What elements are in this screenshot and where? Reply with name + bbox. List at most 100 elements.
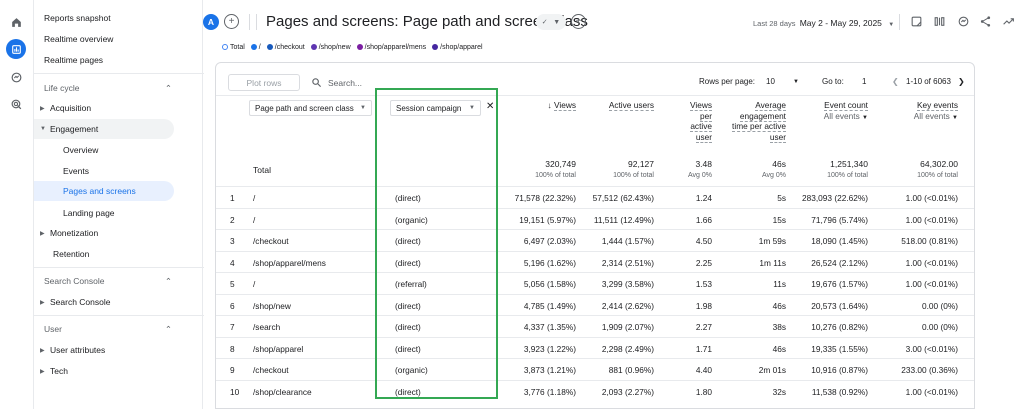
table-row[interactable]: 10/shop/clearance (direct) 3,776 (1.18%) 2,… bbox=[216, 379, 974, 402]
sidebar-item-tech[interactable]: ▶ Tech bbox=[40, 366, 68, 376]
cell-key-events: 1.00 (<0.01%) bbox=[905, 279, 958, 289]
table-row[interactable]: 6/shop/new (direct) 4,785 (1.49%) 2,414 (2.… bbox=[216, 293, 974, 316]
cell-event-count: 19,676 (1.57%) bbox=[811, 279, 868, 289]
plot-rows-button[interactable]: Plot rows bbox=[228, 74, 300, 91]
remove-dimension-icon[interactable]: ✕ bbox=[486, 101, 495, 112]
trending-icon[interactable] bbox=[1002, 15, 1015, 28]
goto-input[interactable]: 1 bbox=[862, 77, 867, 86]
date-range-picker[interactable]: Last 28 days May 2 - May 29, 2025 ▼ bbox=[753, 18, 894, 28]
table-row[interactable]: 4/shop/apparel/mens (direct) 5,196 (1.62%)… bbox=[216, 250, 974, 273]
search-input[interactable]: Search... bbox=[328, 77, 363, 88]
cell-views-per-user: 1.71 bbox=[695, 343, 712, 354]
chevron-up-icon: ⌃ bbox=[164, 324, 172, 334]
add-comparison-icon[interactable]: + bbox=[224, 14, 239, 29]
legend-item[interactable]: /shop/apparel bbox=[432, 44, 483, 51]
goto-label: Go to: bbox=[822, 77, 844, 86]
cell-active-users: 57,512 (62.43%) bbox=[592, 193, 654, 203]
sidebar-item-acquisition-label: Acquisition bbox=[50, 103, 92, 113]
cell-event-count: 71,796 (5.74%) bbox=[811, 214, 868, 225]
title-status-pill[interactable]: ✓ ▼ bbox=[536, 14, 566, 30]
table-row[interactable]: 9/checkout (organic) 3,873 (1.21%) 881 (0.9… bbox=[216, 358, 974, 380]
comparison-avatar[interactable]: A bbox=[203, 14, 219, 30]
row-number: 10 bbox=[230, 386, 240, 397]
legend-item[interactable]: /shop/apparel/mens bbox=[356, 44, 426, 51]
cell-session-campaign: (organic) bbox=[395, 214, 428, 225]
table-row[interactable]: 8/shop/apparel (direct) 3,923 (1.22%) 2,298… bbox=[216, 336, 974, 359]
col-key-events[interactable]: Key events All events ▼ bbox=[878, 100, 958, 123]
legend-item[interactable]: / bbox=[250, 44, 261, 51]
col-avg-engagement[interactable]: Average engagement time per active user bbox=[726, 100, 786, 143]
sidebar-divider bbox=[34, 315, 204, 316]
prev-page-icon[interactable]: ❮ bbox=[892, 77, 899, 86]
caret-right-icon: ▶ bbox=[40, 299, 45, 306]
table-row[interactable]: 3/checkout (direct) 6,497 (2.03%) 1,444 (1.… bbox=[216, 229, 974, 251]
cell-key-events: 1.00 (<0.01%) bbox=[905, 193, 958, 203]
left-rail bbox=[0, 0, 33, 409]
secondary-dimension-select[interactable]: Session campaign ▼ bbox=[390, 100, 481, 116]
sidebar-item-user-attributes-label: User attributes bbox=[50, 345, 106, 355]
sidebar-item-events[interactable]: Events bbox=[63, 166, 89, 176]
advertising-icon[interactable] bbox=[8, 96, 24, 112]
add-filter-icon[interactable]: + bbox=[571, 14, 586, 29]
sidebar-item-pages-and-screens[interactable]: Pages and screens bbox=[63, 186, 136, 196]
legend-item[interactable]: Total bbox=[222, 44, 245, 51]
sidebar-item-engagement[interactable]: ▼ Engagement bbox=[40, 124, 98, 134]
row-number: 8 bbox=[230, 343, 235, 354]
next-page-icon[interactable]: ❯ bbox=[958, 77, 965, 86]
sidebar-item-overview[interactable]: Overview bbox=[63, 145, 99, 155]
sidebar-item-reports-snapshot[interactable]: Reports snapshot bbox=[44, 13, 111, 23]
col-views[interactable]: ↓ Views bbox=[498, 100, 576, 111]
sidebar-item-search-console[interactable]: ▶ Search Console bbox=[40, 297, 110, 307]
legend-item[interactable]: /checkout bbox=[266, 44, 305, 51]
col-views-per-user[interactable]: Views per active user bbox=[678, 100, 712, 143]
total-vpu: 3.48 bbox=[695, 159, 712, 169]
sidebar-item-realtime-pages[interactable]: Realtime pages bbox=[44, 55, 104, 65]
cell-session-campaign: (direct) bbox=[395, 193, 421, 203]
rows-per-page-select[interactable]: 10 bbox=[766, 77, 775, 86]
table-row[interactable]: 5 / (referral) 5,056 (1.58%) 3,299 (3.58%) 1.… bbox=[216, 272, 974, 294]
cell-views-per-user: 2.25 bbox=[695, 257, 712, 268]
total-users-sub: 100% of total bbox=[613, 172, 654, 179]
section-search-console-label: Search Console bbox=[44, 276, 105, 286]
table-row[interactable]: 1 / (direct) 71,578 (22.32%) 57,512 (62.43%)… bbox=[216, 186, 974, 208]
table-search[interactable]: Search... bbox=[311, 77, 362, 88]
share-icon[interactable] bbox=[979, 15, 992, 28]
home-icon[interactable] bbox=[8, 14, 24, 30]
cell-event-count: 20,573 (1.64%) bbox=[811, 300, 868, 311]
edit-report-icon[interactable] bbox=[910, 15, 923, 28]
event-filter[interactable]: All events bbox=[823, 110, 860, 121]
legend-dot bbox=[356, 44, 363, 50]
legend-dot bbox=[250, 44, 257, 50]
dropdown-arrow-icon: ▼ bbox=[469, 105, 475, 111]
cell-session-campaign: (direct) bbox=[395, 257, 421, 268]
sidebar-item-landing-page[interactable]: Landing page bbox=[63, 208, 115, 218]
section-lifecycle[interactable]: Life cycle ⌃ bbox=[44, 83, 172, 94]
section-search-console[interactable]: Search Console ⌃ bbox=[44, 276, 172, 287]
dropdown-arrow-icon[interactable]: ▼ bbox=[793, 79, 799, 85]
section-user[interactable]: User ⌃ bbox=[44, 324, 172, 335]
col-event-count[interactable]: Event count All events ▼ bbox=[790, 100, 868, 123]
explore-icon[interactable] bbox=[8, 69, 24, 85]
col-active-users[interactable]: Active users bbox=[576, 100, 654, 111]
date-range-value: May 2 - May 29, 2025 bbox=[799, 18, 882, 28]
col-avg-engagement-label: Average engagement time per active user bbox=[732, 100, 786, 143]
sidebar-item-acquisition[interactable]: ▶ Acquisition bbox=[40, 103, 91, 113]
cell-views: 5,056 (1.58%) bbox=[523, 279, 576, 289]
primary-dimension-select[interactable]: Page path and screen class ▼ bbox=[249, 100, 372, 116]
sidebar-item-monetization[interactable]: ▶ Monetization bbox=[40, 228, 98, 238]
table-row[interactable]: 2 / (organic) 19,151 (5.97%) 11,511 (12.49%)… bbox=[216, 207, 974, 230]
sidebar-item-retention[interactable]: Retention bbox=[53, 249, 90, 259]
cell-views: 71,578 (22.32%) bbox=[514, 193, 576, 203]
table-row[interactable]: 7/search (direct) 4,337 (1.35%) 1,909 (2.07… bbox=[216, 315, 974, 337]
legend-item[interactable]: /shop/new bbox=[310, 44, 351, 51]
reports-icon[interactable] bbox=[6, 39, 26, 59]
insights-icon[interactable] bbox=[957, 15, 970, 28]
cell-event-count: 10,916 (0.87%) bbox=[811, 365, 868, 375]
col-event-count-label: Event count bbox=[824, 100, 868, 111]
key-event-filter[interactable]: All events bbox=[913, 110, 950, 121]
legend-dot bbox=[222, 44, 228, 50]
cell-avg-engagement: 32s bbox=[772, 386, 786, 397]
sidebar-item-user-attributes[interactable]: ▶ User attributes bbox=[40, 345, 105, 355]
compare-icon[interactable] bbox=[933, 15, 946, 28]
sidebar-item-realtime-overview[interactable]: Realtime overview bbox=[44, 34, 114, 44]
